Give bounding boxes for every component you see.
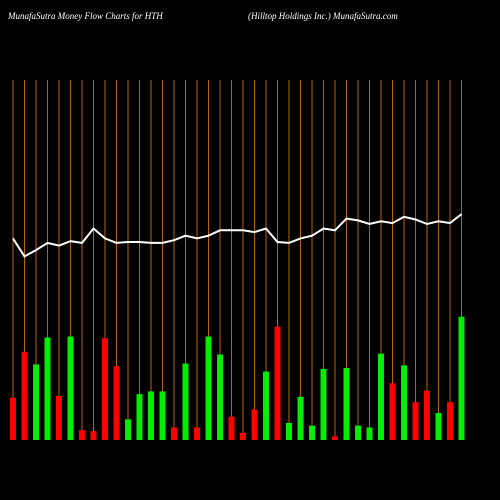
bar xyxy=(389,383,396,440)
bar xyxy=(378,353,384,440)
bar xyxy=(320,368,327,440)
bar xyxy=(412,402,419,440)
bar xyxy=(332,436,338,440)
bar xyxy=(401,365,407,440)
bar xyxy=(148,391,154,440)
bar xyxy=(297,396,304,440)
bar xyxy=(435,413,442,440)
bar xyxy=(355,425,361,440)
bar xyxy=(33,364,39,440)
bar xyxy=(10,397,16,440)
bar xyxy=(447,402,453,440)
bar xyxy=(21,351,28,440)
bar xyxy=(182,363,189,440)
bar xyxy=(67,336,74,440)
bar xyxy=(194,427,200,440)
bar xyxy=(240,432,246,440)
bar xyxy=(366,427,373,440)
bar xyxy=(205,336,212,440)
bar xyxy=(309,425,315,440)
bar xyxy=(44,337,51,440)
bar xyxy=(343,368,350,440)
bar xyxy=(228,416,235,440)
bar xyxy=(217,354,223,440)
bar xyxy=(286,422,292,440)
bar xyxy=(274,326,281,440)
bar xyxy=(125,419,131,440)
bar xyxy=(56,395,62,440)
bar xyxy=(136,394,143,440)
bar xyxy=(171,427,177,440)
money-flow-line xyxy=(12,213,463,258)
bar xyxy=(263,371,269,440)
bar xyxy=(113,366,120,440)
chart-subtitle: (Hilltop Holdings Inc.) MunafaSutra.com xyxy=(248,11,398,21)
chart-title: MunafaSutra Money Flow Charts for HTH xyxy=(7,11,163,21)
bar xyxy=(251,409,258,440)
bar xyxy=(458,316,465,440)
bar xyxy=(79,430,85,440)
bar xyxy=(102,338,108,440)
bar xyxy=(159,391,166,440)
bar xyxy=(90,431,97,440)
bar xyxy=(424,390,430,440)
